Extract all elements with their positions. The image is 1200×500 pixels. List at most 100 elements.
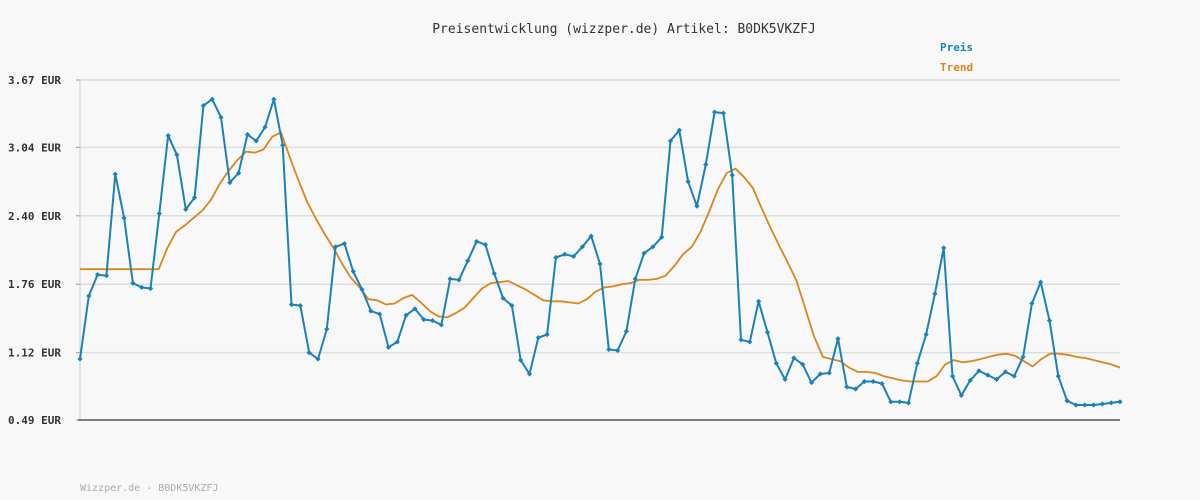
data-point [306,350,312,356]
data-point [747,339,753,345]
chart-footer: Wizzper.de - B0DK5VKZFJ [80,483,218,494]
data-point [271,96,277,102]
data-point [844,384,850,390]
y-tick-label: 3.04 EUR [8,141,61,154]
data-point [958,392,964,399]
data-point [615,347,621,354]
data-point [650,244,656,250]
data-point [729,172,735,178]
data-point [1073,402,1079,408]
data-point [861,378,868,385]
data-point [888,399,894,405]
data-point [359,286,365,293]
data-point [438,322,444,328]
data-point [174,152,180,158]
series-preis [77,96,1123,408]
y-tick-label: 1.12 EUR [8,347,61,360]
data-point [905,400,912,406]
data-point [703,161,709,168]
data-point [720,110,726,116]
data-point [262,124,268,130]
data-point [209,96,215,102]
data-point [923,331,929,338]
data-point [606,346,612,353]
data-point [474,238,480,245]
data-point [1099,401,1105,407]
data-point [112,171,118,177]
data-point [297,302,303,309]
data-point [1002,369,1009,375]
data-point [800,361,806,368]
data-point [817,371,823,377]
data-point [535,335,541,341]
data-point [518,357,524,363]
data-point [244,131,251,138]
data-point [236,170,242,176]
data-point [139,284,145,291]
y-axis-ticks: 3.67 EUR 3.04 EUR 2.40 EUR 1.76 EUR 1.12 EUR… [8,74,61,427]
data-point [1064,398,1070,404]
data-point [562,251,568,257]
data-point [579,244,585,250]
data-point [350,268,356,274]
grid-lines [76,79,1120,421]
data-point [597,261,603,267]
data-point [570,253,577,260]
data-point [165,132,171,139]
data-point [852,386,859,392]
data-point [1108,400,1114,406]
data-point [1055,373,1061,379]
chart-title: Preisentwicklung (wizzper.de) Artikel: B… [432,22,816,37]
legend-label-preis: Preis [940,41,973,54]
data-point [227,180,233,186]
data-point [368,308,374,314]
data-point [1046,317,1053,324]
data-point [667,138,674,144]
data-point [738,337,744,343]
data-point [332,244,339,250]
data-point [1082,402,1088,408]
data-point [932,291,938,297]
data-point [280,142,286,148]
data-point [147,285,154,292]
y-tick-label: 3.67 EUR [8,74,61,87]
data-point [756,298,762,304]
data-point [1029,300,1035,307]
data-point [870,378,876,385]
data-point [914,360,920,366]
data-point [385,344,392,350]
data-point [791,355,797,361]
legend: Preis Trend [940,41,973,74]
data-point [632,276,638,282]
series-layer [77,96,1123,408]
data-point [447,276,453,282]
data-point [315,356,321,362]
data-point [994,376,1000,382]
data-point [526,371,533,377]
data-point [588,233,594,239]
data-point [694,203,700,209]
y-tick-label: 2.40 EUR [8,210,61,223]
data-point [967,377,973,384]
data-point [676,127,682,133]
data-point [456,277,462,283]
data-point [826,370,832,376]
data-point [341,240,348,247]
data-point [324,326,330,332]
legend-label-trend: Trend [940,61,973,74]
data-point [191,195,198,201]
data-point [659,234,665,240]
data-point [77,356,83,362]
data-point [764,329,771,335]
data-point [1011,373,1017,379]
data-point [1117,399,1123,405]
series-trend [80,131,1121,383]
data-point [429,317,436,324]
data-point [949,373,956,379]
data-point [403,312,409,318]
data-point [121,215,127,221]
data-point [218,114,224,121]
data-point [200,103,206,109]
data-point [288,301,295,308]
data-point [465,258,471,264]
